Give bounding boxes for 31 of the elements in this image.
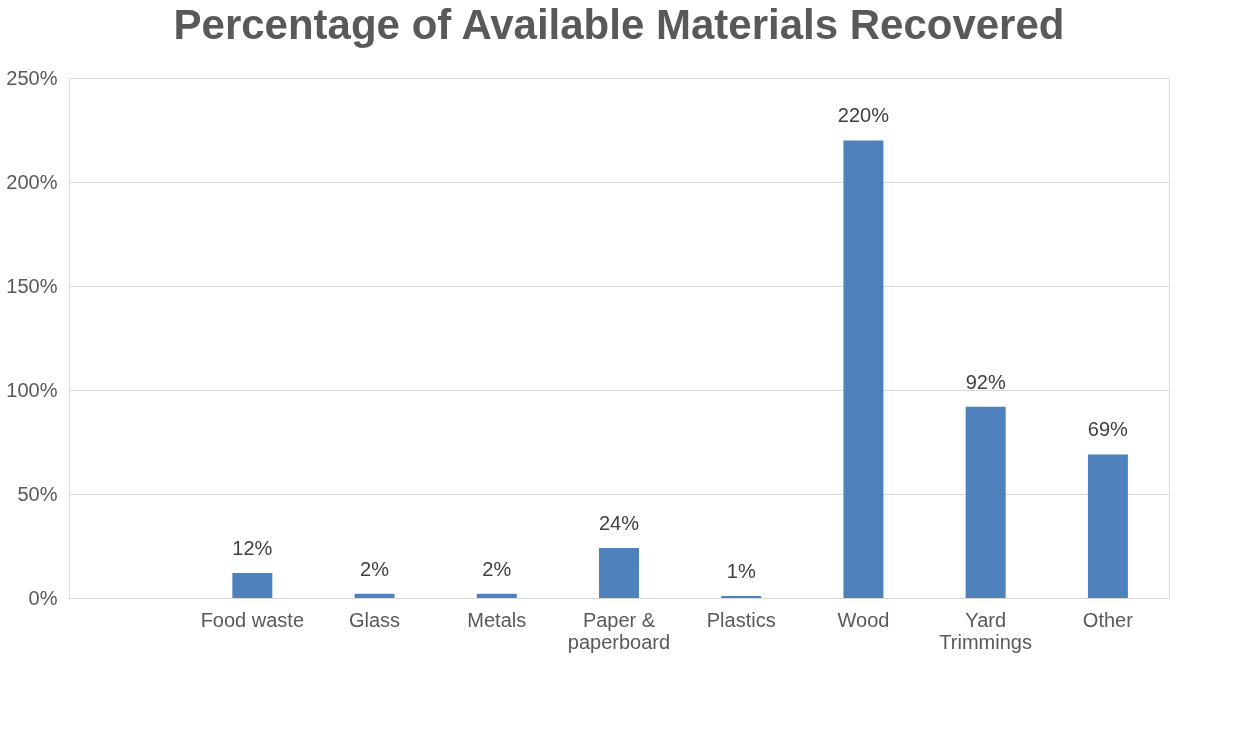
y-tick-label: 200% [6, 170, 58, 193]
bar [476, 593, 517, 598]
data-label: 2% [360, 557, 390, 580]
data-label: 1% [726, 559, 756, 582]
data-label: 220% [837, 104, 890, 127]
bar [1087, 454, 1128, 598]
y-tick-label: 150% [6, 274, 58, 297]
chart-title: Percentage of Available Materials Recovered [173, 1, 1065, 48]
data-label: 12% [232, 537, 273, 560]
x-tick-label: Paper & paperboard [567, 608, 671, 653]
bar [843, 140, 884, 598]
y-tick-label: 250% [6, 66, 58, 89]
data-label: 2% [482, 557, 512, 580]
bar [232, 573, 273, 598]
x-tick-label: Yard Trimmings [939, 608, 1032, 653]
x-tick-label: Metals [467, 608, 527, 631]
bar [354, 593, 395, 598]
x-tick-label: Wood [837, 608, 890, 631]
y-tick-label: 50% [17, 482, 58, 505]
bar [965, 406, 1006, 598]
x-tick-label: Other [1082, 608, 1134, 631]
y-tick-label: 100% [6, 378, 58, 401]
y-tick-label: 0% [28, 586, 58, 609]
bar [721, 595, 762, 598]
bar [599, 548, 639, 598]
data-label: 24% [598, 512, 640, 535]
x-tick-label: Food waste [200, 608, 305, 631]
x-tick-label: Plastics [706, 608, 776, 631]
data-label: 69% [1087, 418, 1129, 441]
data-label: 92% [965, 370, 1006, 393]
x-tick-label: Glass [348, 608, 401, 631]
